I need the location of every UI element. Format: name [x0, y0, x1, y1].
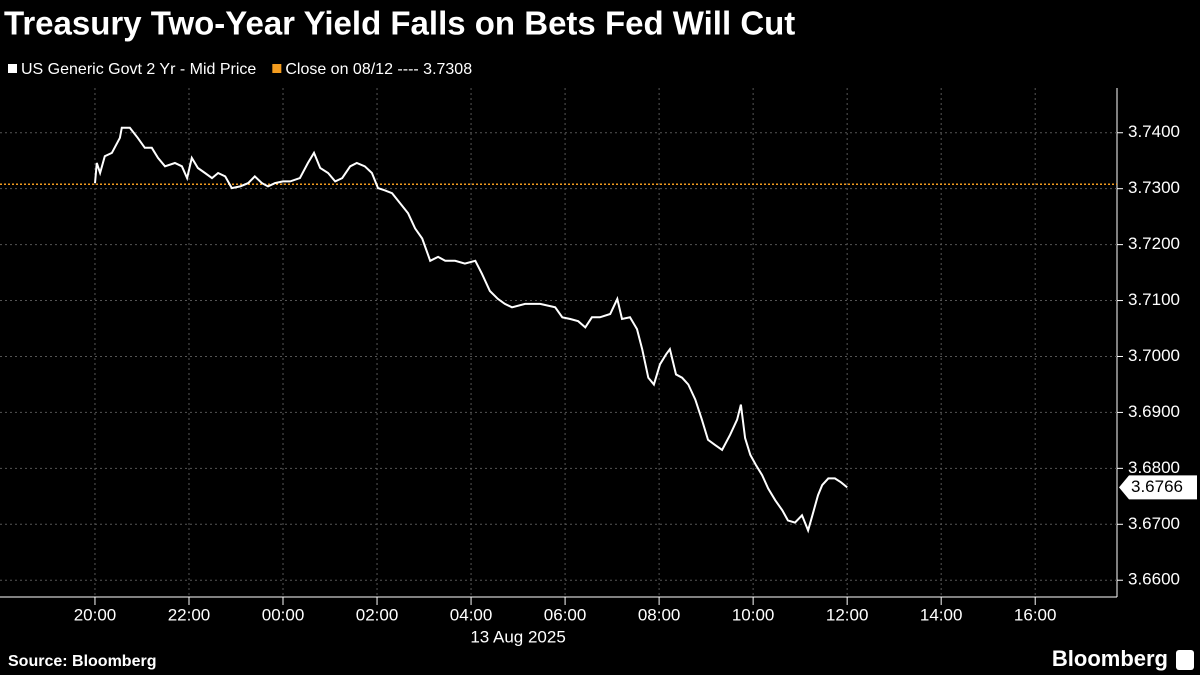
legend-label: US Generic Govt 2 Yr - Mid Price [21, 61, 256, 78]
y-tick-label: 3.7300 [1128, 178, 1180, 197]
legend-swatch [272, 64, 282, 73]
x-tick-label: 10:00 [732, 605, 775, 624]
source: Source: Bloomberg [8, 653, 156, 670]
x-tick-label: 06:00 [544, 605, 587, 624]
x-tick-label: 16:00 [1014, 605, 1057, 624]
legend-label: Close on 08/12 ---- 3.7308 [285, 61, 472, 78]
x-tick-label: 14:00 [920, 605, 963, 624]
y-tick-label: 3.7200 [1128, 234, 1180, 253]
y-tick-label: 3.6700 [1128, 514, 1180, 533]
x-axis-label: 13 Aug 2025 [470, 627, 565, 646]
logo: Bloomberg [1052, 646, 1168, 671]
x-tick-label: 00:00 [262, 605, 305, 624]
chart-title: Treasury Two-Year Yield Falls on Bets Fe… [4, 5, 795, 42]
logo-icon [1176, 650, 1194, 670]
y-tick-label: 3.7100 [1128, 290, 1180, 309]
y-tick-label: 3.7400 [1128, 122, 1180, 141]
y-tick-label: 3.6600 [1128, 570, 1180, 589]
last-value-label: 3.6766 [1131, 477, 1183, 496]
last-value-tag [1119, 475, 1197, 500]
legend-swatch [8, 64, 17, 73]
x-tick-label: 22:00 [168, 605, 211, 624]
y-tick-label: 3.7000 [1128, 346, 1180, 365]
x-tick-label: 20:00 [74, 605, 117, 624]
y-tick-label: 3.6900 [1128, 402, 1180, 421]
x-tick-label: 12:00 [826, 605, 869, 624]
y-tick-label: 3.6800 [1128, 458, 1180, 477]
x-tick-label: 02:00 [356, 605, 399, 624]
series-line [94, 126, 848, 534]
x-tick-label: 04:00 [450, 605, 493, 624]
x-tick-label: 08:00 [638, 605, 681, 624]
